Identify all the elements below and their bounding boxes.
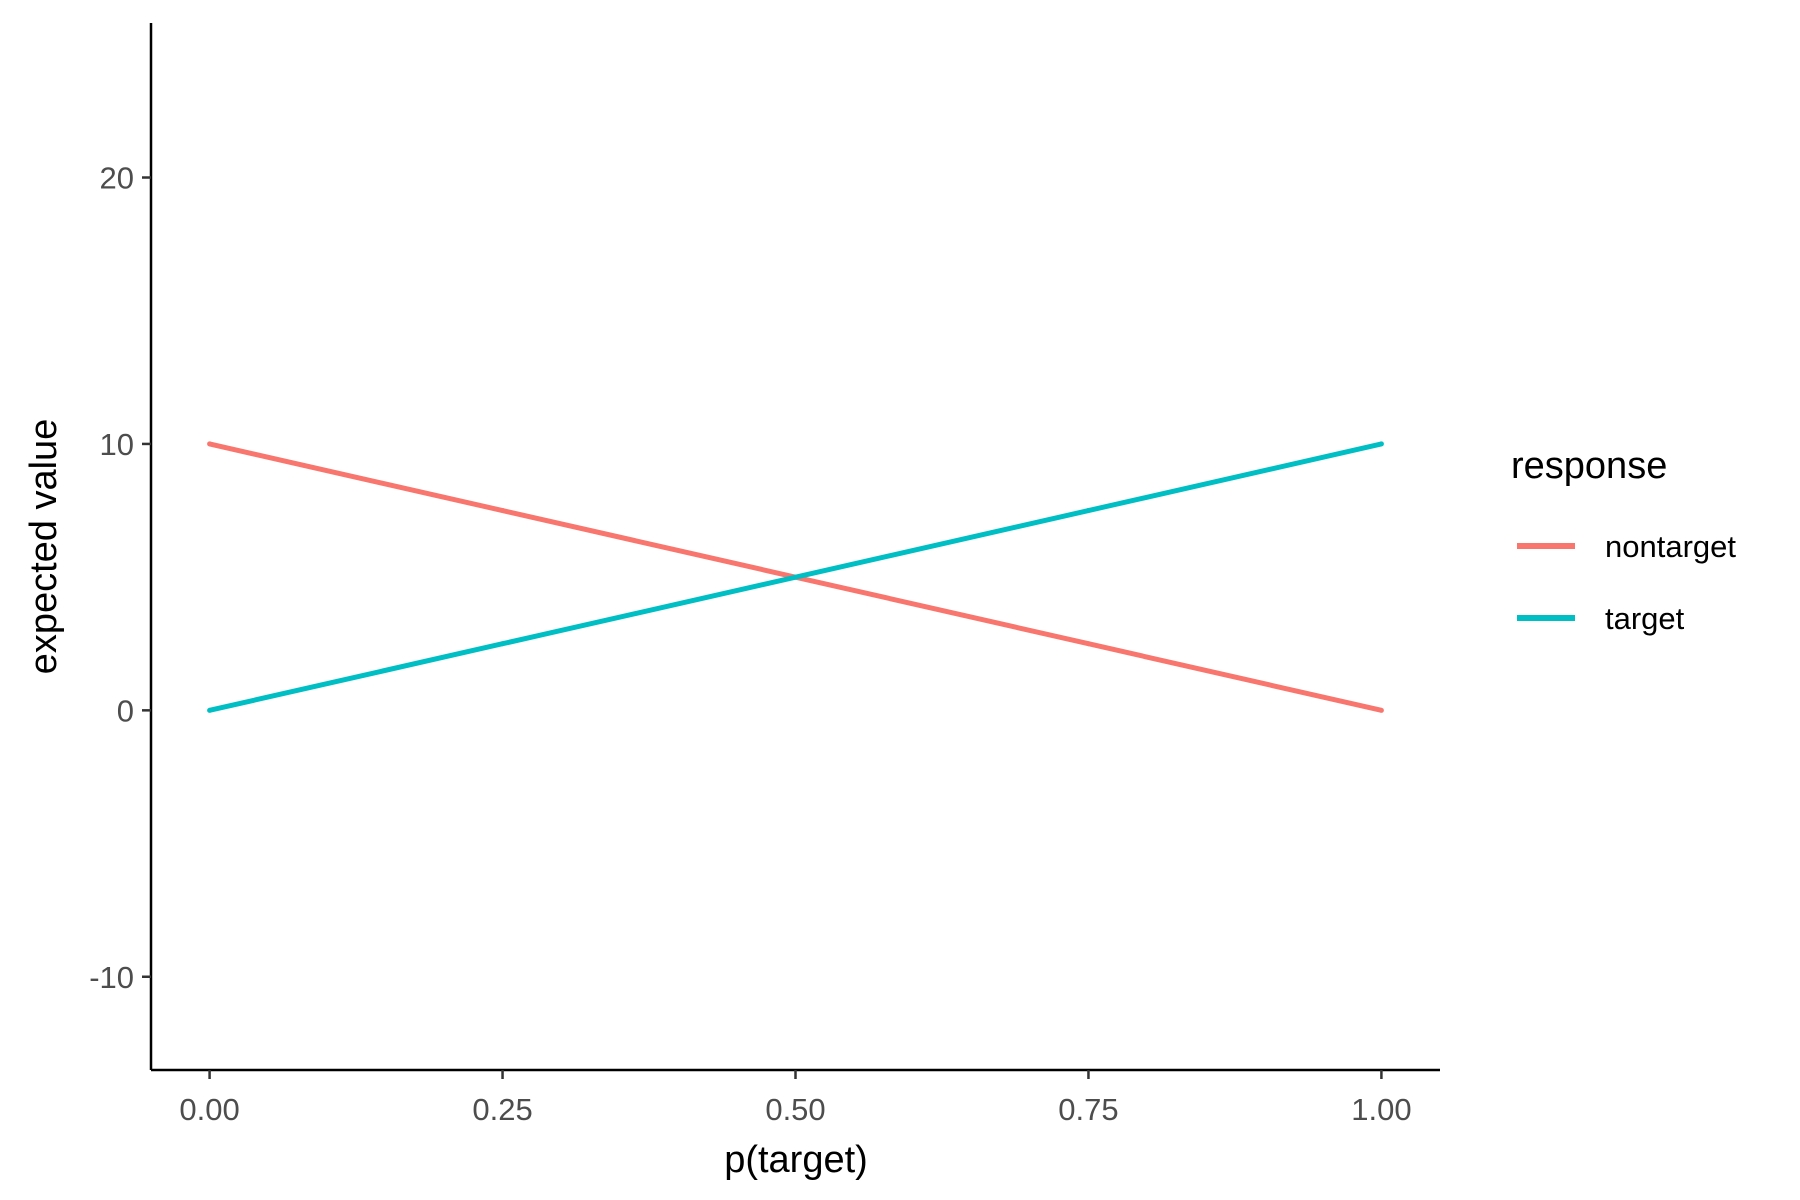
- x-tick-label: 0.25: [472, 1092, 532, 1127]
- data-point-nontarget: [1378, 707, 1384, 713]
- x-tick-label: 0.75: [1058, 1092, 1118, 1127]
- y-axis-title: expected value: [23, 419, 65, 675]
- data-point-nontarget: [207, 441, 213, 447]
- data-point-nontarget: [1085, 641, 1091, 647]
- data-point-nontarget: [500, 508, 506, 514]
- y-tick-label: 20: [100, 161, 134, 196]
- legend-label-nontarget: nontarget: [1605, 529, 1736, 564]
- x-axis-title: p(target): [724, 1139, 868, 1181]
- data-point-target: [1085, 508, 1091, 514]
- x-tick-label: 1.00: [1351, 1092, 1411, 1127]
- x-ticks: 0.00 0.25 0.50 0.75 1.00: [179, 1070, 1412, 1127]
- x-tick-label: 0.50: [765, 1092, 825, 1127]
- data-point-target: [207, 707, 213, 713]
- data-point-target: [500, 641, 506, 647]
- y-tick-label: -10: [89, 960, 134, 995]
- data-point-target: [793, 574, 798, 580]
- plot-area: [207, 441, 1384, 713]
- axes: [149, 23, 1440, 1072]
- y-tick-label: 10: [100, 427, 134, 462]
- legend: response nontarget target: [1511, 445, 1736, 636]
- y-tick-label: 0: [117, 693, 134, 728]
- legend-title: response: [1511, 445, 1667, 487]
- x-tick-label: 0.00: [179, 1092, 239, 1127]
- data-point-target: [1378, 441, 1384, 447]
- legend-label-target: target: [1605, 601, 1685, 636]
- y-ticks: -10 0 10 20: [89, 161, 151, 995]
